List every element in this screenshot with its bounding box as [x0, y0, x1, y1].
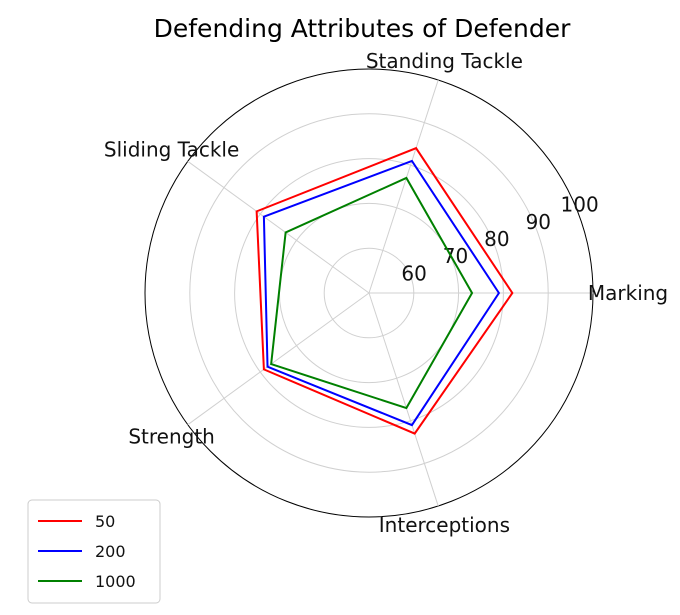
tick-label: 60	[401, 261, 426, 285]
series-line	[255, 146, 514, 435]
series-line	[262, 159, 501, 427]
spoke-line	[187, 292, 370, 426]
axis-label: Strength	[128, 424, 215, 448]
legend-label: 50	[95, 512, 115, 531]
legend-label: 200	[95, 542, 126, 561]
axis-labels: Marking Standing Tackle Sliding Tackle Stre…	[104, 49, 668, 537]
spoke-line	[368, 79, 439, 294]
axis-label: Sliding Tackle	[104, 138, 239, 162]
series-line	[270, 176, 474, 410]
spoke-line	[368, 292, 439, 507]
data-series	[255, 146, 514, 435]
legend-label: 1000	[95, 572, 136, 591]
tick-label: 90	[526, 210, 551, 234]
axis-label: Interceptions	[379, 513, 510, 537]
axis-label: Standing Tackle	[366, 49, 523, 73]
spoke-line	[187, 160, 370, 294]
legend-frame	[27, 499, 161, 604]
tick-label: 80	[484, 227, 509, 251]
chart-title: Defending Attributes of Defender	[154, 14, 571, 43]
tick-label: 100	[561, 193, 599, 217]
axis-label: Marking	[588, 281, 668, 305]
radial-grid	[144, 68, 594, 518]
legend-entries: 50 200 1000	[38, 512, 136, 591]
legend: 50 200 1000	[27, 499, 161, 604]
